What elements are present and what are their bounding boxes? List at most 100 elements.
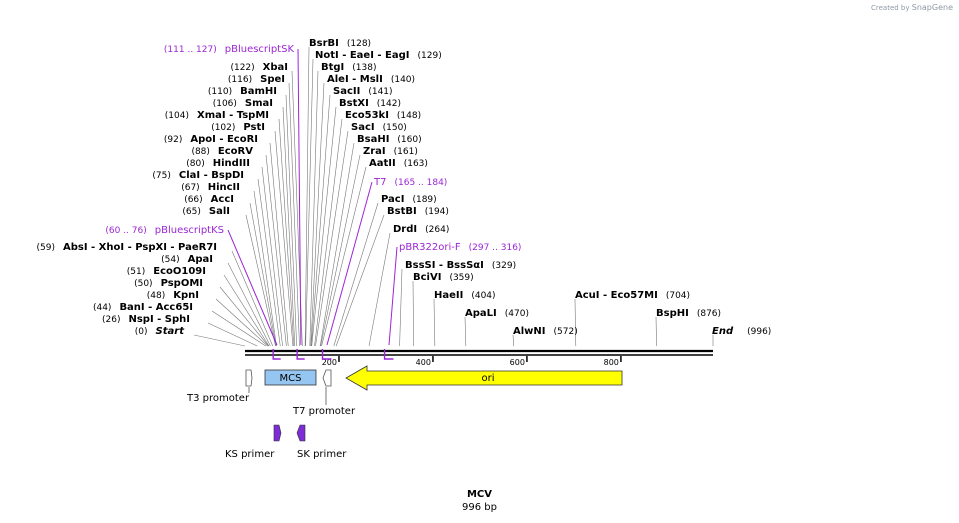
enzyme-position: (163): [404, 159, 428, 169]
enzyme-saci[interactable]: SacI (150): [351, 122, 407, 133]
enzyme-leader-nspi-sphi: [207, 322, 258, 347]
enzyme-clai-bspdi[interactable]: (75) ClaI - BspDI: [152, 170, 244, 181]
mcs-box: [264, 369, 317, 386]
enzyme-ecoo109i[interactable]: (51) EcoO109I: [127, 266, 206, 277]
enzyme-spei[interactable]: (116) SpeI: [228, 74, 285, 85]
enzyme-position: (148): [397, 111, 421, 121]
enzyme-leader-apai: [227, 262, 271, 347]
feature-name: T7: [373, 177, 386, 188]
enzyme-name: ApaLI: [465, 308, 497, 319]
enzyme-name: DrdI: [393, 224, 417, 235]
enzyme-psti[interactable]: (102) PstI: [211, 122, 265, 133]
feature-range: (297 .. 316): [469, 243, 522, 253]
enzyme-position: (264): [425, 225, 449, 235]
map-end: End (996): [712, 326, 771, 337]
enzyme-name: BstXI: [339, 98, 369, 109]
enzyme-bamhi[interactable]: (110) BamHI: [208, 86, 277, 97]
enzyme-ecorv[interactable]: (88) EcoRV: [191, 146, 253, 157]
enzyme-position: (92): [164, 135, 182, 145]
enzyme-noti-eaei-eagi[interactable]: NotI - EaeI - EagI (129): [315, 50, 442, 61]
enzyme-bsahi[interactable]: BsaHI (160): [357, 134, 422, 145]
feature-pbluescriptks[interactable]: (60 .. 76) pBluescriptKS: [105, 225, 224, 236]
enzyme-bstxi[interactable]: BstXI (142): [339, 98, 401, 109]
enzyme-name: AccI: [211, 194, 234, 205]
t3-promoter-feature[interactable]: T3 promoter: [186, 369, 253, 404]
end-leader-start: [193, 334, 246, 347]
enzyme-sacii[interactable]: SacII (141): [333, 86, 393, 97]
enzyme-name: ClaI - BspDI: [179, 170, 244, 181]
enzyme-alwni[interactable]: AlwNI (572): [513, 326, 578, 337]
enzyme-leader-apoi-ecori: [269, 142, 289, 347]
enzyme-labels: BsrBI (128)NotI - EaeI - EagI (129) BtgI (13…: [37, 38, 772, 337]
enzyme-bcivi[interactable]: BciVI (359): [413, 272, 474, 283]
enzyme-zrai[interactable]: ZraI (161): [363, 146, 418, 157]
enzyme-leader-bsssi-bsss-i: [399, 268, 403, 347]
enzyme-bstbi[interactable]: BstBI (194): [387, 206, 449, 217]
enzyme-drdi[interactable]: DrdI (264): [393, 224, 449, 235]
enzyme-haeii[interactable]: HaeII (404): [434, 290, 496, 301]
enzyme-acui-eco57mi[interactable]: AcuI - Eco57MI (704): [575, 290, 690, 301]
enzyme-pspomi[interactable]: (50) PspOMI: [134, 278, 203, 289]
enzyme-name: NotI - EaeI - EagI: [315, 50, 410, 61]
enzyme-leader-bamhi: [285, 94, 297, 347]
enzyme-bani-acc65i[interactable]: (44) BanI - Acc65I: [93, 302, 193, 313]
tick-label-800: 800: [604, 358, 619, 367]
enzyme-eco53ki[interactable]: Eco53kI (148): [345, 110, 421, 121]
sk-primer-arrow: [296, 424, 306, 442]
feature-range: (165 .. 184): [394, 178, 447, 188]
feature-leader-lines: [227, 48, 398, 346]
enzyme-hincii[interactable]: (67) HincII: [181, 182, 240, 193]
enzyme-hindiii[interactable]: (80) HindIII: [186, 158, 250, 169]
ruler-ticks: 200 400 600 800: [322, 356, 622, 367]
enzyme-paci[interactable]: PacI (189): [381, 194, 437, 205]
enzyme-apali[interactable]: ApaLI (470): [465, 308, 529, 319]
enzyme-position: (161): [394, 147, 418, 157]
t7-promoter-feature[interactable]: T7 promoter: [292, 369, 356, 417]
sk-primer-feature[interactable]: SK primer: [296, 424, 347, 460]
enzyme-nspi-sphi[interactable]: (26) NspI - SphI: [102, 314, 190, 325]
enzyme-alei-msli[interactable]: AleI - MslI (140): [327, 74, 415, 85]
enzyme-bsssi-bsss-i[interactable]: BssSI - BssSαI (329): [405, 260, 516, 271]
enzyme-leader-zrai: [320, 154, 361, 347]
enzyme-position: (110): [208, 87, 232, 97]
enzyme-leader-bani-acc65i: [211, 310, 266, 347]
enzyme-xbai[interactable]: (122) XbaI: [230, 62, 288, 73]
feature-range: (60 .. 76): [105, 226, 146, 236]
feature-name: pBluescriptKS: [155, 225, 224, 236]
enzyme-btgi[interactable]: BtgI (138): [321, 62, 376, 73]
enzyme-leader-bsrbi: [304, 46, 310, 347]
ori-feature[interactable]: ori: [345, 365, 623, 391]
feature-pbluescriptsk[interactable]: (111 .. 127) pBluescriptSK: [164, 44, 295, 55]
feature-name: pBR322ori-F: [399, 242, 461, 253]
enzyme-xmai-tspmi[interactable]: (104) XmaI - TspMI: [165, 110, 269, 121]
enzyme-absi-xhoi-pspxi-paer7i[interactable]: (59) AbsI - XhoI - PspXI - PaeR7I: [37, 242, 217, 253]
ks-primer-feature[interactable]: KS primer: [225, 424, 282, 460]
enzyme-apoi-ecori[interactable]: (92) ApoI - EcoRI: [164, 134, 258, 145]
enzyme-smai[interactable]: (106) SmaI: [213, 98, 273, 109]
enzyme-bsrbi[interactable]: BsrBI (128): [309, 38, 371, 49]
enzyme-name: NspI - SphI: [128, 314, 190, 325]
enzyme-leader-bsphi: [655, 316, 657, 347]
enzyme-aatii[interactable]: AatII (163): [369, 158, 428, 169]
tick-label-600: 600: [510, 358, 525, 367]
enzyme-name: HindIII: [213, 158, 250, 169]
enzyme-name: BspHI: [656, 308, 689, 319]
enzyme-position: (88): [191, 147, 209, 157]
mcs-feature[interactable]: MCS: [264, 369, 317, 386]
enzyme-leader-noti-eaei-eagi: [305, 58, 314, 347]
enzyme-acci[interactable]: (66) AccI: [184, 194, 234, 205]
end-name: End: [712, 326, 734, 337]
enzyme-leader-saci: [315, 130, 349, 347]
enzyme-leader-sacii: [310, 94, 331, 347]
feature-pbr322ori-f[interactable]: pBR322ori-F (297 .. 316): [399, 242, 521, 253]
enzyme-bsphi[interactable]: BspHI (876): [656, 308, 721, 319]
enzyme-apai[interactable]: (54) ApaI: [161, 254, 213, 265]
enzyme-sali[interactable]: (65) SalI: [182, 206, 230, 217]
enzyme-name: HincII: [208, 182, 240, 193]
feature-t7[interactable]: T7 (165 .. 184): [373, 177, 447, 188]
map-title: MCV: [466, 489, 493, 500]
enzyme-kpni[interactable]: (48) KpnI: [147, 290, 199, 301]
ori-label: ori: [481, 373, 494, 384]
enzyme-leader-psti: [274, 130, 294, 347]
